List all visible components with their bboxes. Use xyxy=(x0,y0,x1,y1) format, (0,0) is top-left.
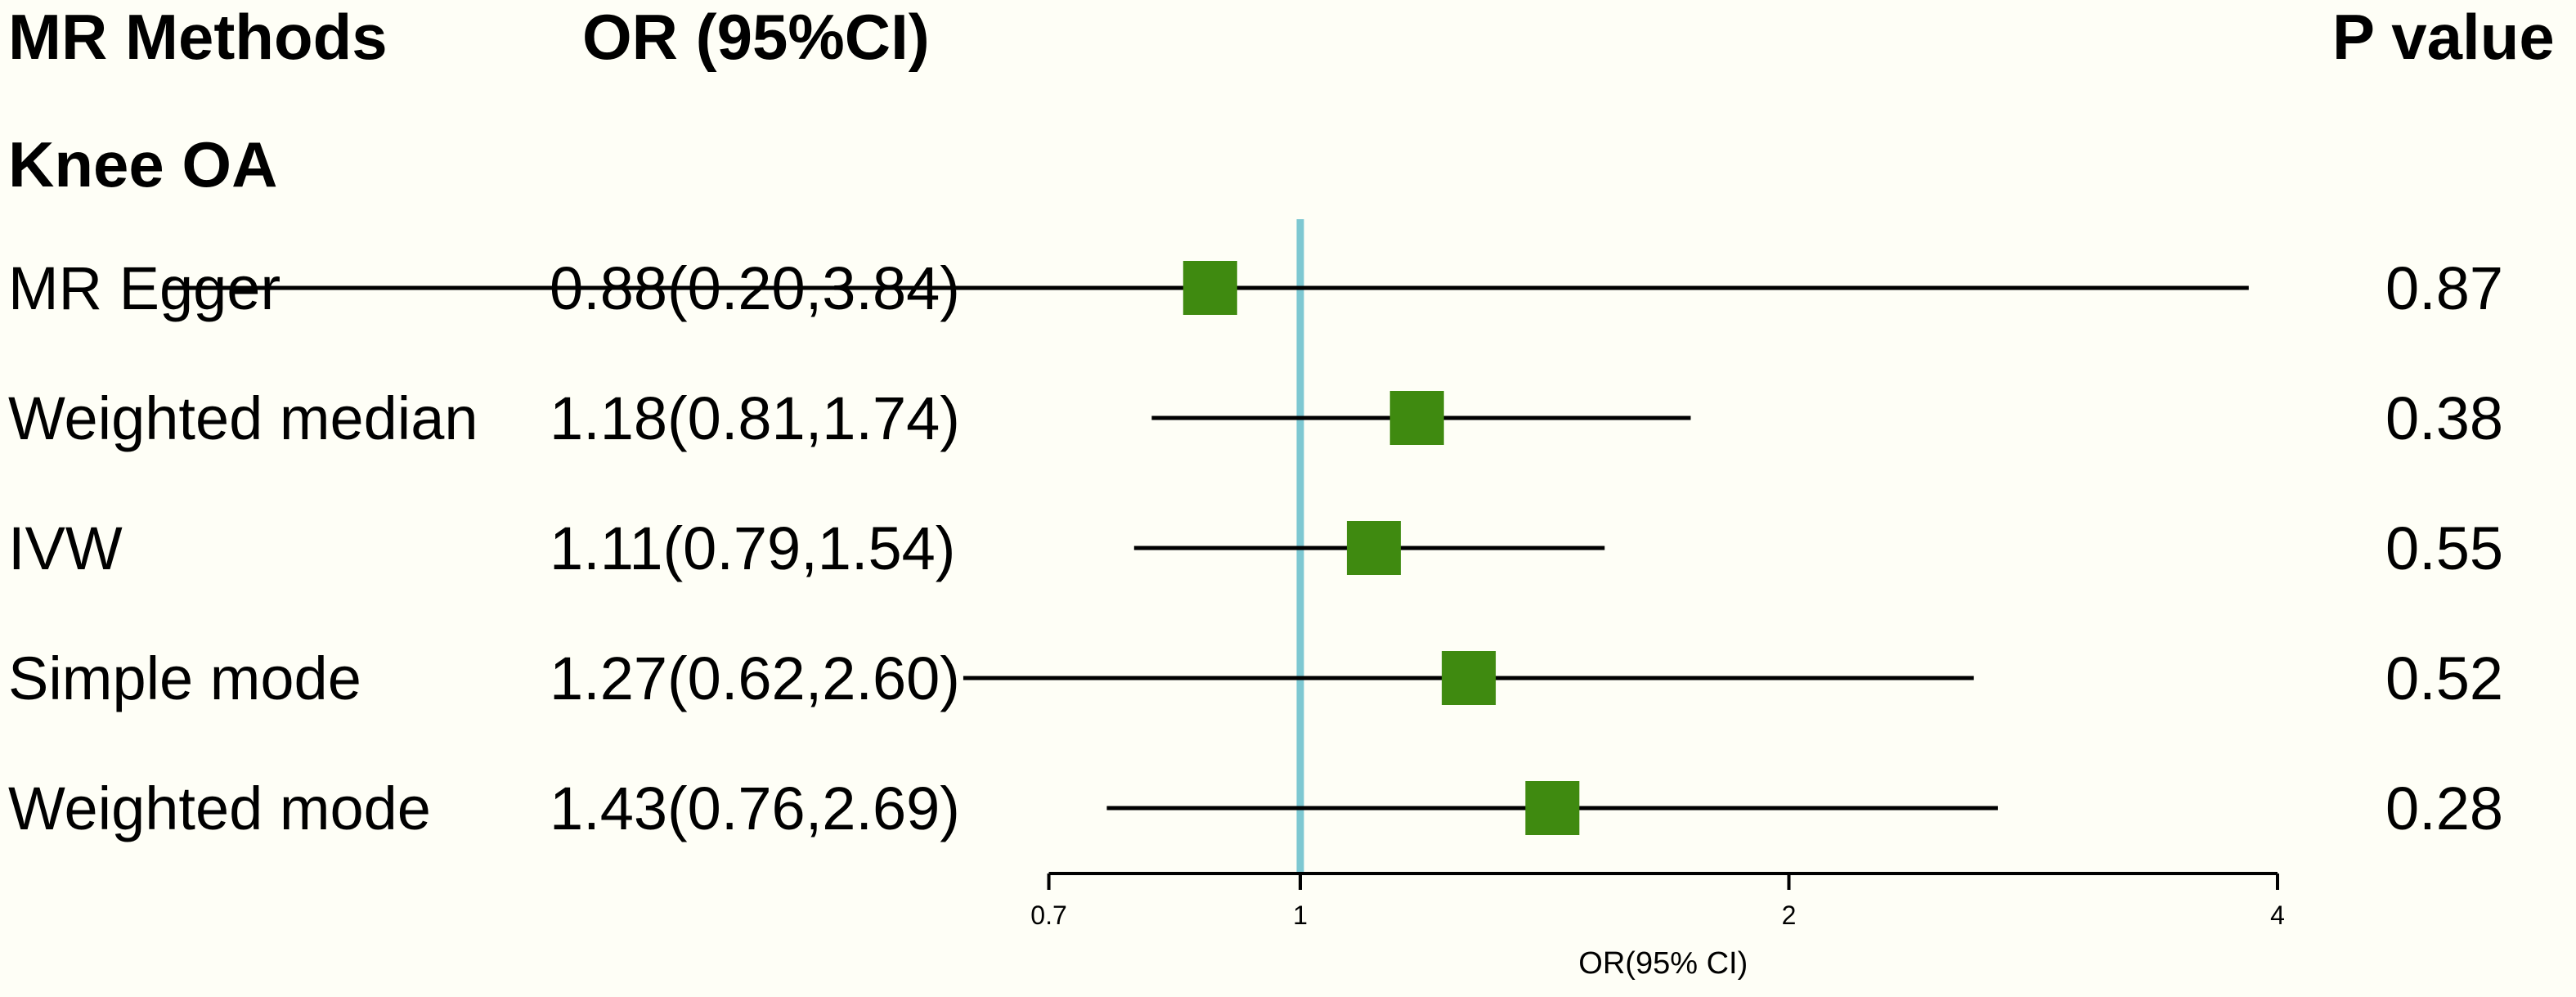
row-pvalue: 0.87 xyxy=(2385,254,2504,322)
row-or-ci: 1.11(0.79,1.54) xyxy=(550,514,956,582)
row-pvalue: 0.52 xyxy=(2385,644,2504,712)
estimate-marker xyxy=(1346,521,1401,575)
row-or-ci: 1.43(0.76,2.69) xyxy=(550,775,960,842)
row-pvalue: 0.55 xyxy=(2385,514,2504,582)
x-tick-label: 1 xyxy=(1293,900,1308,930)
estimate-marker xyxy=(1183,261,1237,315)
estimate-marker xyxy=(1525,781,1580,835)
x-tick-label: 2 xyxy=(1782,900,1797,930)
x-tick-label: 0.7 xyxy=(1030,900,1066,930)
row-or-ci: 1.18(0.81,1.74) xyxy=(550,384,960,452)
x-tick-label: 4 xyxy=(2270,900,2285,930)
row-method: Weighted mode xyxy=(8,775,431,842)
group-label: Knee OA xyxy=(8,128,278,200)
row-method: Weighted median xyxy=(8,384,478,452)
row-or-ci: 1.27(0.62,2.60) xyxy=(550,644,960,712)
header-pvalue: P value xyxy=(2332,1,2555,73)
header-methods: MR Methods xyxy=(8,1,388,73)
row-pvalue: 0.38 xyxy=(2385,384,2504,452)
x-axis-label: OR(95% CI) xyxy=(1578,946,1748,981)
row-method: IVW xyxy=(8,514,123,582)
row-method: Simple mode xyxy=(8,644,361,712)
estimate-marker xyxy=(1442,651,1497,705)
row-pvalue: 0.28 xyxy=(2385,775,2504,842)
header-or: OR (95%CI) xyxy=(582,1,930,73)
estimate-marker xyxy=(1389,391,1444,445)
